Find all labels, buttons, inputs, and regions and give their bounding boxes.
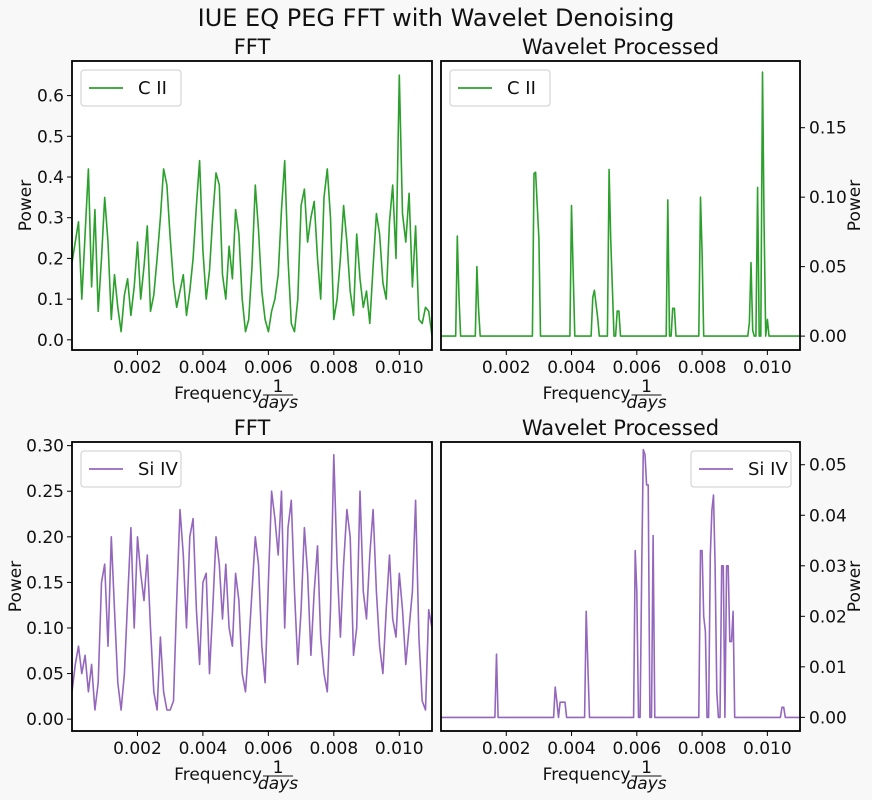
x-axis-unit-numerator: 1: [273, 377, 284, 397]
legend-label: Si IV: [748, 459, 788, 480]
legend: C II: [80, 69, 182, 107]
x-axis-unit-numerator: 1: [641, 377, 652, 397]
x-tick-label: 0.006: [612, 358, 661, 378]
legend-label: C II: [138, 78, 167, 99]
axes-frame: [440, 441, 801, 732]
x-tick-label: 0.004: [547, 739, 596, 759]
y-tick-label: 0.04: [809, 506, 847, 526]
x-tick-label: 0.002: [482, 739, 531, 759]
x-axis-label: Frequency: [543, 765, 631, 785]
x-axis-unit-numerator: 1: [273, 758, 284, 778]
legend-box: [449, 69, 551, 107]
axes-frame: [71, 441, 433, 732]
y-axis-label: Power: [845, 561, 865, 612]
x-tick-label: 0.010: [743, 358, 792, 378]
y-tick-label: 0.0: [37, 331, 64, 351]
chart-panel-3: FFT 0.002 0.004 0.006 0.008 0.010 0.00 0.05 0.10…: [6, 416, 433, 794]
y-tick-label: 0.4: [37, 168, 64, 188]
y-tick-label: 0.3: [37, 209, 64, 229]
y-tick-label: 0.05: [809, 258, 847, 278]
legend-box: [80, 69, 182, 107]
series-line-c-ii: [72, 74, 432, 336]
series-line-si-iv: [72, 454, 432, 711]
legend-label: Si IV: [138, 459, 178, 480]
x-tick-label: 0.002: [482, 358, 531, 378]
x-axis-label: Frequency: [174, 765, 262, 785]
y-tick-label: 0.00: [809, 708, 847, 728]
x-axis-unit-denominator: days: [258, 393, 298, 413]
x-tick-label: 0.008: [678, 739, 727, 759]
x-tick-label: 0.010: [375, 739, 424, 759]
y-tick-label: 0.5: [37, 127, 64, 147]
y-tick-label: 0.15: [809, 119, 847, 139]
series-line-c-ii: [441, 71, 800, 337]
legend: Si IV: [690, 450, 792, 488]
chart-panel-4: Wavelet Processed 0.002 0.004 0.006 0.008 0.0…: [440, 416, 865, 794]
x-tick-label: 0.006: [612, 739, 661, 759]
x-tick-label: 0.008: [309, 358, 358, 378]
legend: Si IV: [80, 450, 182, 488]
x-tick-label: 0.010: [375, 358, 424, 378]
y-tick-label: 0.00: [809, 327, 847, 347]
legend-box: [690, 450, 792, 488]
x-axis-unit-denominator: days: [258, 774, 298, 794]
x-tick-label: 0.002: [113, 739, 162, 759]
y-tick-label: 0.25: [26, 482, 64, 502]
x-tick-label: 0.006: [244, 358, 293, 378]
x-axis-unit-numerator: 1: [641, 758, 652, 778]
y-axis-label: Power: [16, 180, 36, 231]
x-tick-label: 0.008: [678, 358, 727, 378]
y-tick-label: 0.10: [809, 188, 847, 208]
y-tick-label: 0.30: [26, 437, 64, 457]
y-tick-label: 0.01: [809, 658, 847, 678]
y-tick-label: 0.00: [26, 710, 64, 730]
y-tick-label: 0.1: [37, 290, 64, 310]
axes-frame: [71, 60, 433, 351]
legend-box: [80, 450, 182, 488]
y-tick-label: 0.02: [809, 607, 847, 627]
x-axis-label: Frequency: [174, 384, 262, 404]
y-axis-label: Power: [845, 180, 865, 231]
chart-panel-1: FFT 0.002 0.004 0.006 0.008 0.010 0.0 0.1 0.2 0.3…: [16, 35, 433, 413]
x-tick-label: 0.004: [179, 358, 228, 378]
y-tick-label: 0.15: [26, 573, 64, 593]
y-tick-label: 0.10: [26, 619, 64, 639]
x-tick-label: 0.004: [179, 739, 228, 759]
legend: C II: [449, 69, 551, 107]
x-tick-label: 0.002: [113, 358, 162, 378]
y-tick-label: 0.05: [26, 665, 64, 685]
x-tick-label: 0.004: [547, 358, 596, 378]
axes-frame: [440, 60, 801, 351]
panel-title: Wavelet Processed: [522, 416, 719, 440]
chart-panel-2: Wavelet Processed 0.002 0.004 0.006 0.008 0.0…: [440, 35, 865, 413]
x-tick-label: 0.010: [743, 739, 792, 759]
y-tick-label: 0.20: [26, 528, 64, 548]
plot-area: [441, 442, 800, 731]
y-tick-label: 0.2: [37, 249, 64, 269]
x-axis-unit-denominator: days: [626, 774, 666, 794]
figure-title: IUE EQ PEG FFT with Wavelet Denoising: [198, 4, 675, 32]
plot-area: [441, 61, 800, 350]
x-axis-unit-denominator: days: [626, 393, 666, 413]
x-tick-label: 0.008: [309, 739, 358, 759]
panel-title: FFT: [234, 416, 271, 440]
series-line-si-iv: [441, 448, 800, 719]
panel-title: Wavelet Processed: [522, 35, 719, 59]
y-tick-label: 0.6: [37, 87, 64, 107]
y-tick-label: 0.05: [809, 456, 847, 476]
panel-title: FFT: [234, 35, 271, 59]
legend-label: C II: [507, 78, 536, 99]
x-tick-label: 0.006: [244, 739, 293, 759]
y-tick-label: 0.03: [809, 557, 847, 577]
y-axis-label: Power: [6, 561, 26, 612]
x-axis-label: Frequency: [543, 384, 631, 404]
